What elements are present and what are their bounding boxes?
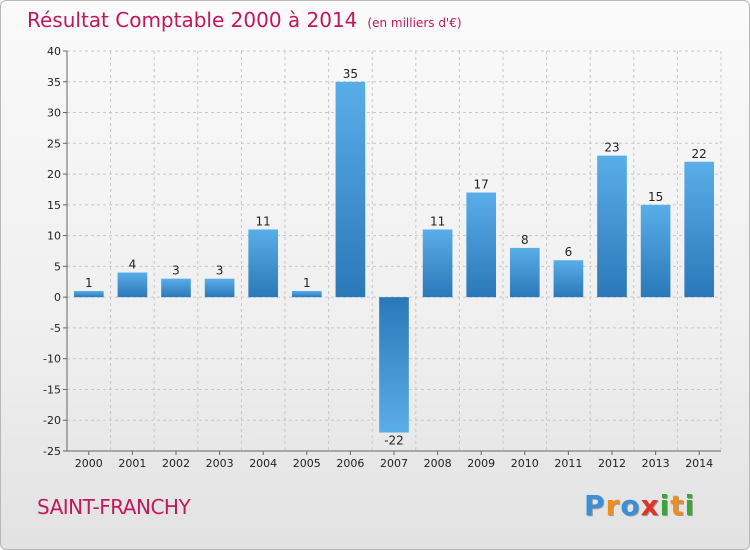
y-tick-label: 15 [47,199,61,212]
logo-letter-6: i [684,489,696,522]
y-tick-label: 20 [47,168,61,181]
axes [63,50,721,455]
x-tick-label-2002: 2002 [162,457,190,470]
y-tick-label: 10 [47,230,61,243]
value-label-2009: 17 [474,178,489,192]
x-tick-label-2003: 2003 [206,457,234,470]
y-tick-label: -20 [43,414,61,427]
title-unit: (en milliers d'€) [367,16,462,30]
value-label-2000: 1 [85,276,93,290]
y-tick-label: -15 [43,383,61,396]
value-label-2011: 6 [565,245,573,259]
logo-letter-0: P [584,489,606,522]
bar-2004 [248,229,279,298]
y-tick-label: 35 [47,76,61,89]
value-label-2001: 4 [129,258,137,272]
x-tick-label-2006: 2006 [336,457,364,470]
bar-2012 [597,155,627,298]
x-tick-label-2012: 2012 [598,457,626,470]
bar-2005 [291,291,322,298]
logo-letter-5: t [670,489,685,522]
value-label-2007: -22 [384,434,404,448]
value-label-2012: 23 [604,141,619,155]
logo-letter-3: x [640,489,660,522]
x-tick-label-2014: 2014 [685,457,713,470]
bar-2000 [73,291,104,298]
proxiti-logo: Proxiti [584,489,695,522]
x-tick-label-2008: 2008 [424,457,452,470]
x-tick-label-2013: 2013 [642,457,670,470]
value-label-2013: 15 [648,190,663,204]
value-label-2006: 35 [343,67,358,81]
bar-2002 [161,278,191,298]
y-tick-label: 40 [47,45,61,58]
x-tick-label-2011: 2011 [554,457,582,470]
y-tick-label: 0 [54,291,61,304]
x-tick-label-2000: 2000 [75,457,103,470]
y-tick-label: 30 [47,107,61,120]
x-tick-label-2010: 2010 [511,457,539,470]
logo-letter-1: r [605,489,621,522]
x-tick-label-2001: 2001 [118,457,146,470]
value-label-2004: 11 [256,214,271,228]
bars [73,81,715,433]
bar-2010 [509,247,540,298]
y-tick-label: -25 [43,445,61,458]
bar-2006 [335,81,366,298]
bar-2014 [684,161,715,298]
logo-letter-2: o [620,489,641,522]
title-text: Résultat Comptable 2000 à 2014 [27,8,358,32]
x-tick-label-2007: 2007 [380,457,408,470]
bar-2001 [117,272,148,298]
y-tick-label: -5 [50,322,61,335]
y-tick-label: 25 [47,137,61,150]
bar-2013 [640,204,671,298]
bar-2007 [379,297,409,433]
bar-2003 [204,278,235,298]
y-tick-label: 5 [54,260,61,273]
x-tick-label-2009: 2009 [467,457,495,470]
value-label-2003: 3 [216,264,224,278]
value-label-2008: 11 [430,214,445,228]
y-tick-label: -10 [43,353,61,366]
x-tick-label-2005: 2005 [293,457,321,470]
chart-title: Résultat Comptable 2000 à 2014 (en millie… [27,8,462,32]
value-label-2014: 22 [692,147,707,161]
value-label-2002: 3 [172,264,180,278]
x-tick-label-2004: 2004 [249,457,277,470]
bar-2008 [422,229,453,298]
logo-letter-4: i [659,489,671,522]
bar-2009 [466,192,497,298]
value-label-2010: 8 [521,233,529,247]
commune-name: SAINT-FRANCHY [37,495,191,519]
labels: 40 35 30 25 20 15 10 5 0 -5 -10 -15 -20 -25 1 2000 4 2001… [43,45,713,470]
value-label-2005: 1 [303,276,311,290]
bar-2011 [553,260,584,298]
